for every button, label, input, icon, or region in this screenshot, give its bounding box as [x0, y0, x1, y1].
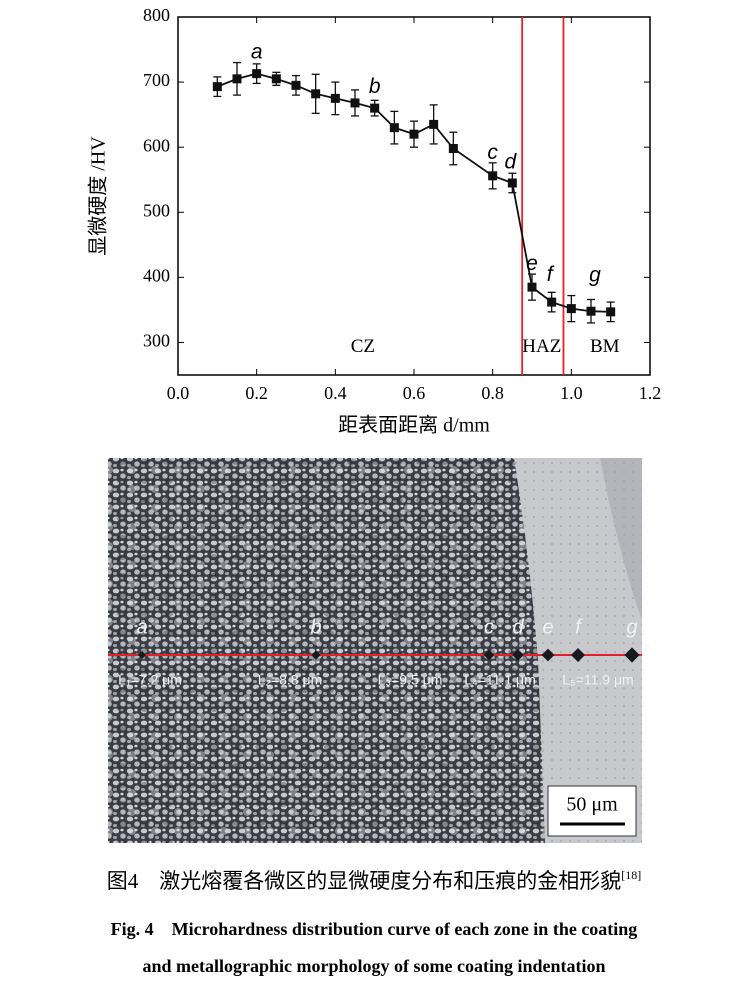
x-tick-label: 1.0	[560, 383, 583, 403]
annotation: e	[526, 252, 538, 275]
indentation	[541, 648, 555, 662]
data-point	[291, 80, 301, 90]
data-point	[527, 282, 537, 292]
annotation: BM	[590, 336, 620, 357]
point-label: d	[512, 616, 524, 638]
annotation: b	[369, 75, 381, 98]
length-label: L₃=9.5 μm	[378, 672, 443, 688]
caption-en: and metallographic morphology of some co…	[142, 956, 605, 976]
data-point	[566, 304, 576, 314]
indentation	[624, 647, 640, 663]
y-tick-label: 400	[143, 265, 170, 285]
data-point	[488, 171, 498, 181]
data-point	[429, 119, 439, 129]
annotation: c	[487, 141, 498, 164]
scale-bar-label: 50 μm	[566, 794, 618, 816]
y-tick-label: 800	[143, 5, 170, 25]
data-point	[232, 74, 242, 84]
point-label: b	[310, 616, 321, 638]
point-label: c	[484, 616, 494, 638]
length-label: L₅=11.9 μm	[562, 672, 633, 688]
data-point	[350, 98, 360, 108]
length-label: L₁=7.2 μm	[118, 672, 182, 688]
caption-ref: [18]	[621, 868, 641, 882]
data-point	[389, 123, 399, 133]
annotation: a	[251, 40, 263, 63]
data-point	[252, 69, 262, 79]
chart: 显微硬度 /HV 距表面距离 d/mm 0.0 0.2 0.4 0.6 0.8 1.0 1.…	[87, 5, 662, 436]
data-point	[448, 143, 458, 153]
x-tick-label: 0.0	[167, 383, 190, 403]
annotation: f	[547, 263, 555, 286]
data-point	[271, 74, 281, 84]
y-tick-label: 600	[143, 135, 170, 155]
x-axis-label: 距表面距离 d/mm	[338, 414, 490, 437]
y-tick-label: 500	[143, 200, 170, 220]
plot-frame	[177, 16, 651, 376]
data-point	[507, 178, 517, 188]
indentation	[138, 651, 146, 659]
point-label: e	[542, 616, 553, 638]
data-point	[606, 307, 616, 317]
data-point	[311, 89, 321, 99]
caption-cn: 图4 激光熔覆各微区的显微硬度分布和压痕的金相形貌[18]	[107, 868, 642, 893]
indentation	[483, 649, 495, 661]
point-label: a	[136, 616, 147, 638]
annotation: g	[589, 264, 601, 287]
point-label: g	[626, 616, 637, 638]
caption-cn-text: 图4 激光熔覆各微区的显微硬度分布和压痕的金相形貌	[107, 869, 622, 893]
x-tick-label: 1.2	[639, 383, 662, 403]
y-tick-label: 300	[143, 331, 170, 351]
data-point	[547, 297, 557, 307]
indentation	[571, 648, 585, 662]
bm-region	[600, 458, 642, 620]
annotation: d	[505, 150, 518, 173]
point-label: f	[575, 616, 583, 638]
x-tick-label: 0.2	[245, 383, 268, 403]
micrograph: 50 μm a b c d e f g L₁=7.2 μm L₂=8.8 μm L₃=9.5 μm…	[108, 458, 642, 843]
indentation	[512, 649, 524, 661]
length-label: L₄=11.1 μm	[464, 672, 536, 688]
data-point	[409, 129, 419, 139]
data-point	[212, 82, 222, 92]
scale-bar-box	[547, 785, 637, 837]
y-tick-label: 700	[143, 70, 170, 90]
length-label: L₂=8.8 μm	[258, 672, 322, 688]
annotation: HAZ	[522, 336, 561, 357]
y-axis-label: 显微硬度 /HV	[87, 136, 110, 256]
data-point	[586, 306, 596, 316]
indentation	[311, 650, 321, 660]
x-tick-label: 0.8	[481, 383, 504, 403]
x-tick-label: 0.6	[403, 383, 426, 403]
annotation: CZ	[351, 336, 375, 357]
caption-en: Fig. 4 Microhardness distribution curve …	[111, 919, 638, 939]
data-point	[330, 93, 340, 103]
data-point	[370, 103, 380, 113]
x-tick-label: 0.4	[324, 383, 347, 403]
